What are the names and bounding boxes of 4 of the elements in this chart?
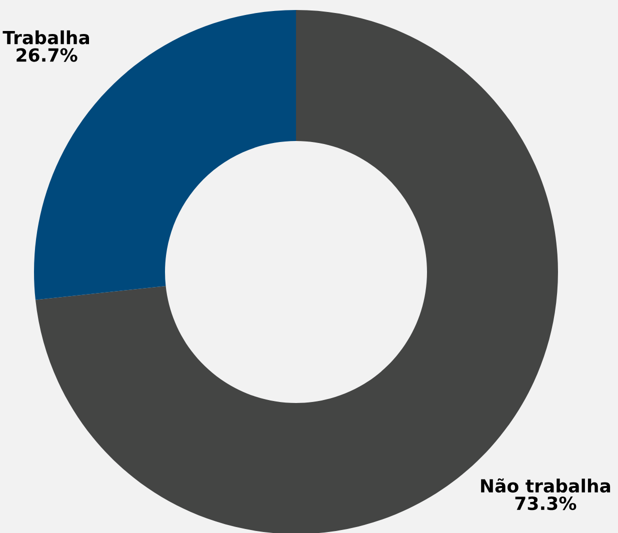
data-label: 26.7% xyxy=(16,48,78,62)
slice-label: Trabalha xyxy=(2,30,89,44)
data-label: 73.3% xyxy=(515,496,576,510)
slice-label: Não trabalha xyxy=(481,478,610,493)
